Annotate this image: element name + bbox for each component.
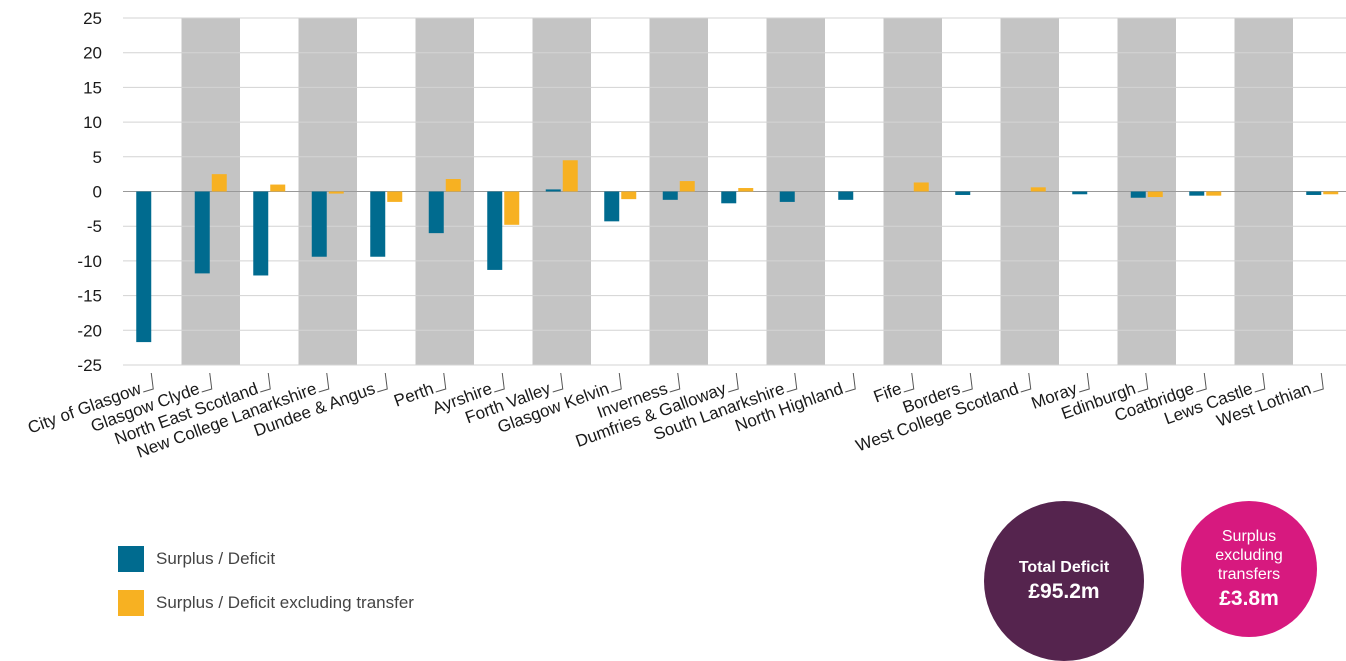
total-deficit-badge: Total Deficit £95.2m xyxy=(984,501,1144,661)
legend-swatch xyxy=(118,590,144,616)
bar-surplus-deficit xyxy=(604,191,620,222)
bar-surplus-deficit xyxy=(487,191,503,270)
x-tick-label: Perth xyxy=(391,379,436,411)
bar-excluding-transfer xyxy=(621,191,637,200)
bar-excluding-transfer xyxy=(1147,191,1163,198)
x-tick-leader xyxy=(494,372,505,393)
gridlines xyxy=(123,17,1346,366)
bar-surplus-deficit xyxy=(955,191,971,195)
bar-surplus-deficit xyxy=(194,191,210,274)
bar-surplus-deficit xyxy=(1306,191,1322,195)
legend-label: Surplus / Deficit xyxy=(156,549,276,568)
y-tick-label: -5 xyxy=(87,217,102,236)
x-tick-leader xyxy=(1254,372,1266,393)
x-tick-leader xyxy=(435,372,447,393)
bar-excluding-transfer xyxy=(328,191,344,194)
bar-excluding-transfer xyxy=(1323,191,1339,195)
bar-surplus-deficit xyxy=(545,189,561,192)
total-deficit-value: £95.2m xyxy=(1028,579,1100,603)
y-tick-label: 0 xyxy=(93,183,102,202)
x-tick-leader xyxy=(377,372,388,393)
bar-excluding-transfer xyxy=(679,181,695,192)
surplus-label-line: transfers xyxy=(1217,565,1281,583)
x-tick-leader xyxy=(611,372,622,393)
bar-surplus-deficit xyxy=(1072,191,1088,195)
legend-label: Surplus / Deficit excluding transfer xyxy=(156,593,414,612)
y-tick-label: 10 xyxy=(83,113,102,132)
x-tick-leader xyxy=(1020,372,1032,393)
y-tick-label: -20 xyxy=(77,321,102,340)
bar-excluding-transfer xyxy=(211,174,227,192)
surplus-label-line: Surplus xyxy=(1221,527,1277,545)
x-tick-leader xyxy=(552,372,564,393)
y-tick-label: 5 xyxy=(93,148,102,167)
bar-surplus-deficit xyxy=(428,191,444,234)
surplus-label-line: excluding xyxy=(1215,546,1283,564)
y-tick-label: 15 xyxy=(83,78,102,97)
y-axis-ticks: 25 20 15 10 5 0 -5 -10 -15 -20 -25 xyxy=(77,9,102,375)
x-tick-leader xyxy=(728,372,739,393)
x-tick-label: Fife xyxy=(871,379,904,407)
bar-excluding-transfer xyxy=(270,184,286,192)
y-tick-label: -10 xyxy=(77,252,102,271)
x-tick-leader xyxy=(1196,372,1207,393)
bar-surplus-deficit xyxy=(838,191,854,200)
bar-excluding-transfer xyxy=(562,160,578,192)
x-tick-leader xyxy=(143,372,154,393)
y-tick-label: -15 xyxy=(77,287,102,306)
x-tick-leader xyxy=(962,372,973,393)
bar-excluding-transfer xyxy=(445,179,461,192)
x-tick-leader xyxy=(260,372,271,393)
bars xyxy=(136,160,1339,343)
bar-surplus-deficit xyxy=(253,191,269,276)
bar-excluding-transfer xyxy=(504,191,520,225)
bar-excluding-transfer xyxy=(1030,187,1046,192)
bar-excluding-transfer xyxy=(738,188,754,192)
bar-surplus-deficit xyxy=(311,191,327,257)
bar-excluding-transfer xyxy=(1206,191,1222,196)
surplus-excluding-transfers-badge: Surplus excluding transfers £3.8m xyxy=(1181,501,1317,637)
y-tick-label: 25 xyxy=(83,9,102,28)
bar-surplus-deficit xyxy=(1189,191,1205,196)
bar-excluding-transfer xyxy=(387,191,403,202)
legend-item-excluding-transfer: Surplus / Deficit excluding transfer xyxy=(118,590,414,616)
bar-excluding-transfer xyxy=(913,182,929,192)
x-tick-leader xyxy=(1313,372,1324,393)
x-tick-leader xyxy=(669,372,681,393)
x-tick-leader xyxy=(318,372,330,393)
surplus-value: £3.8m xyxy=(1219,586,1279,610)
legend-swatch xyxy=(118,546,144,572)
bar-surplus-deficit xyxy=(721,191,737,204)
bar-surplus-deficit xyxy=(779,191,795,202)
bar-surplus-deficit xyxy=(370,191,386,257)
bar-chart: 25 20 15 10 5 0 -5 -10 -15 -20 -25 City of Glasgow… xyxy=(25,9,1346,462)
x-tick-leader xyxy=(1079,372,1090,393)
legend-item-surplus-deficit: Surplus / Deficit xyxy=(118,546,414,572)
bar-surplus-deficit xyxy=(1130,191,1146,198)
x-tick-leader xyxy=(786,372,798,393)
legend: Surplus / Deficit Surplus / Deficit excl… xyxy=(118,546,414,634)
y-tick-label: -25 xyxy=(77,356,102,375)
x-tick-leader xyxy=(845,372,856,393)
y-tick-label: 20 xyxy=(83,44,102,63)
x-tick-leader xyxy=(1137,372,1149,393)
bar-surplus-deficit xyxy=(136,191,152,343)
bar-surplus-deficit xyxy=(662,191,678,200)
total-deficit-label: Total Deficit xyxy=(1018,558,1110,576)
x-tick-leader xyxy=(903,372,915,393)
x-tick-leader xyxy=(201,372,213,393)
